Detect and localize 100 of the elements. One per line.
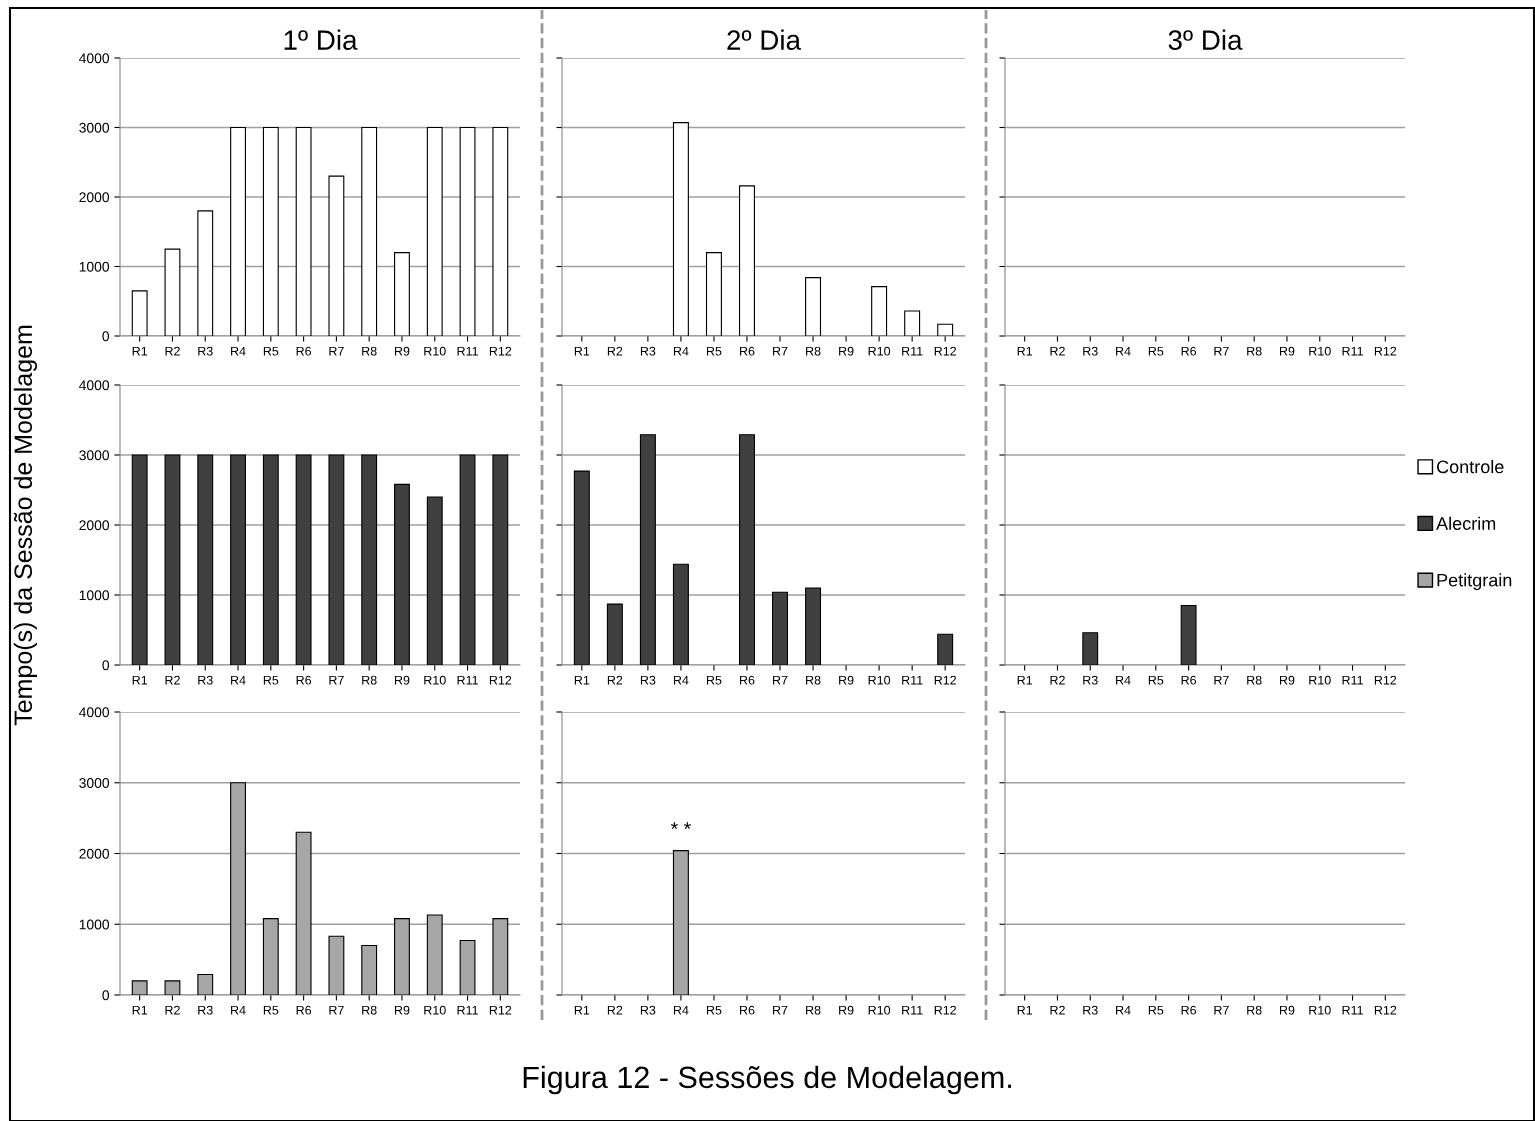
y-tick-label: 4000: [79, 380, 110, 391]
x-tick-label: R8: [806, 346, 821, 356]
y-tick-label: 3000: [79, 122, 110, 133]
x-tick-label: R1: [574, 346, 590, 356]
x-tick-label: R9: [839, 1005, 854, 1015]
x-tick-label: R10: [424, 346, 446, 356]
x-tick-label: R2: [165, 1005, 180, 1015]
x-tick-label: R3: [640, 346, 656, 356]
x-tick-label: R3: [1083, 675, 1098, 685]
x-tick-label: R8: [362, 346, 377, 356]
x-tick-label: R12: [1374, 1005, 1397, 1015]
x-tick-label: R4: [231, 346, 246, 356]
y-tick-label: 1000: [79, 261, 110, 272]
x-tick-label: R2: [1050, 675, 1065, 685]
x-tick-label: R5: [1148, 675, 1164, 685]
x-tick-label: R11: [457, 1005, 478, 1015]
x-tick-label: R12: [934, 346, 957, 356]
x-tick-label: R5: [263, 675, 279, 685]
x-tick-label: R3: [198, 346, 213, 356]
x-tick-label: R4: [1116, 1005, 1131, 1015]
x-tick-label: R3: [198, 675, 213, 685]
x-tick-label: R4: [1116, 346, 1131, 356]
x-tick-label: R1: [132, 346, 148, 356]
x-tick-label: R7: [1214, 346, 1229, 356]
y-tick-label: 0: [102, 331, 110, 342]
x-tick-label: R11: [1342, 675, 1363, 685]
x-tick-label: R4: [673, 1005, 689, 1015]
x-tick-label: R11: [1342, 1005, 1363, 1015]
x-tick-label: R8: [806, 1005, 821, 1015]
x-tick-label: R7: [1214, 675, 1229, 685]
x-tick-label: R6: [1181, 346, 1197, 356]
y-tick-label: 2000: [79, 520, 110, 531]
x-tick-label: R2: [165, 675, 180, 685]
x-tick-label: R5: [1148, 1005, 1164, 1015]
x-tick-label: R12: [489, 1005, 512, 1015]
x-tick-label: R8: [1247, 675, 1262, 685]
x-tick-label: R12: [1374, 675, 1397, 685]
x-tick-label: R9: [395, 675, 410, 685]
x-tick-label: R7: [329, 675, 344, 685]
x-tick-label: R5: [706, 1005, 722, 1015]
chart-title: 3º Dia: [1168, 29, 1243, 50]
x-tick-label: R1: [132, 675, 148, 685]
x-tick-label: R6: [740, 1005, 755, 1015]
x-tick-label: R9: [839, 346, 854, 356]
x-tick-label: R10: [868, 1005, 891, 1015]
x-tick-label: R10: [1309, 1005, 1331, 1015]
y-tick-label: 1000: [79, 590, 110, 601]
x-tick-label: R3: [1083, 1005, 1098, 1015]
x-tick-label: R7: [773, 675, 788, 685]
chart-title: 1º Dia: [284, 29, 358, 50]
x-tick-label: R11: [1342, 346, 1363, 356]
x-tick-label: R5: [706, 346, 722, 356]
legend-label: Alecrim: [1436, 516, 1496, 530]
annotation: * *: [670, 822, 691, 829]
x-tick-label: R6: [740, 675, 755, 685]
x-tick-label: R10: [424, 1005, 446, 1015]
x-tick-label: R6: [296, 1005, 312, 1015]
text: Figura 12 - Sessões de Modelagem.: [523, 1065, 1011, 1095]
x-tick-label: R4: [231, 675, 246, 685]
x-tick-label: R11: [457, 346, 478, 356]
x-tick-label: R9: [395, 346, 410, 356]
x-tick-label: R8: [806, 675, 821, 685]
x-tick-label: R12: [934, 675, 957, 685]
x-tick-label: R12: [489, 675, 512, 685]
x-tick-label: R2: [1050, 346, 1065, 356]
x-tick-label: R12: [1374, 346, 1397, 356]
x-tick-label: R6: [296, 675, 312, 685]
x-tick-label: R10: [868, 346, 891, 356]
x-tick-label: R10: [868, 675, 891, 685]
x-tick-label: R7: [1214, 1005, 1229, 1015]
x-tick-label: R6: [1181, 1005, 1197, 1015]
y-tick-label: 0: [102, 990, 110, 1001]
x-tick-label: R1: [574, 1005, 590, 1015]
legend-label: Controle: [1437, 459, 1504, 474]
x-tick-label: R4: [1116, 675, 1131, 685]
y-tick-label: 2000: [79, 192, 110, 203]
y-tick-label: 4000: [79, 53, 110, 64]
x-tick-label: R10: [424, 675, 446, 685]
x-tick-label: R1: [1017, 675, 1033, 685]
x-tick-label: R5: [263, 346, 279, 356]
x-tick-label: R8: [1247, 1005, 1262, 1015]
x-tick-label: R11: [902, 346, 923, 356]
x-tick-label: R4: [673, 346, 689, 356]
x-tick-label: R2: [607, 346, 623, 356]
chart-title: 2º Dia: [727, 29, 801, 50]
y-tick-label: 0: [102, 660, 110, 671]
y-tick-label: 3000: [79, 778, 110, 788]
x-tick-label: R5: [706, 675, 722, 685]
x-tick-label: R12: [489, 346, 512, 356]
x-tick-label: R6: [1181, 675, 1197, 685]
y-tick-label: 1000: [79, 919, 110, 930]
x-tick-label: R8: [362, 675, 377, 685]
x-tick-label: R9: [1280, 346, 1295, 356]
x-tick-label: R9: [1280, 1005, 1295, 1015]
x-tick-label: R1: [1017, 1005, 1033, 1015]
x-tick-label: R2: [1050, 1005, 1065, 1015]
y-tick-label: 3000: [79, 450, 110, 461]
x-tick-label: R7: [773, 346, 788, 356]
y-tick-label: 4000: [79, 707, 110, 718]
legend-label: Petitgrain: [1437, 573, 1512, 591]
